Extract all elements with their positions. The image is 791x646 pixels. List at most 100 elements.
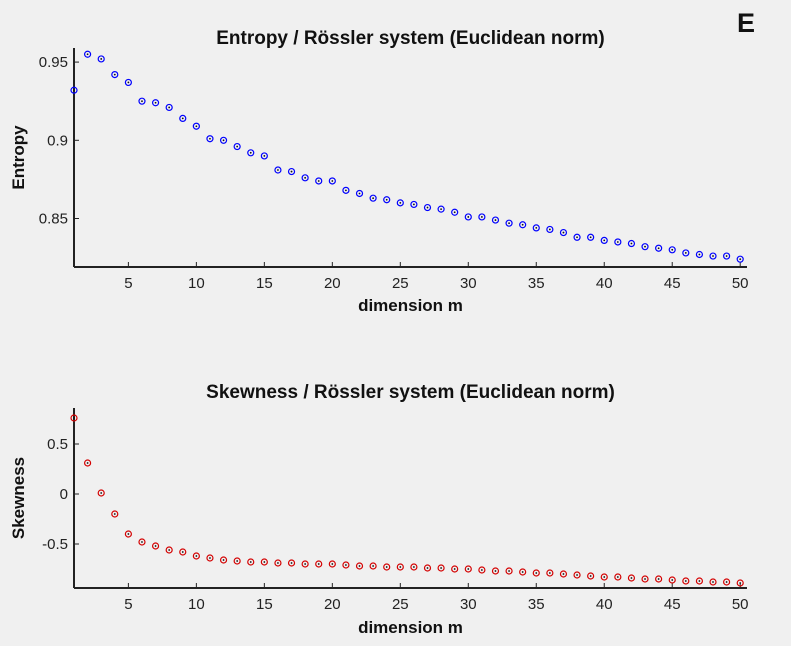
skewness-data-point-center <box>576 574 578 576</box>
skewness-data-point-center <box>222 559 225 561</box>
entropy-data-point-center <box>345 189 347 192</box>
entropy-data-point <box>138 97 146 105</box>
entropy-data-point <box>505 219 513 227</box>
entropy-data-point-center <box>277 169 279 171</box>
skewness-data-point <box>396 563 404 571</box>
entropy-data-point-center <box>290 170 293 173</box>
entropy-data-point-center <box>521 223 524 226</box>
entropy-data-point-center <box>725 255 728 257</box>
entropy-data-point-center <box>548 228 551 231</box>
entropy-data-point-center <box>412 203 415 206</box>
skewness-data-point <box>247 558 255 566</box>
entropy-y-tick-label: 0.85 <box>39 211 68 228</box>
entropy-data-point-center <box>589 236 592 239</box>
skewness-data-point-center <box>603 576 606 578</box>
skewness-data-point <box>192 552 200 560</box>
skewness-data-point-center <box>358 565 361 567</box>
entropy-data-point <box>723 252 731 260</box>
panel-label: E <box>737 8 756 38</box>
skewness-data-point-center <box>453 568 456 570</box>
entropy-data-point <box>97 55 105 63</box>
entropy-data-point <box>315 177 323 185</box>
skewness-data-point <box>532 569 540 577</box>
skewness-data-point <box>682 577 690 585</box>
entropy-data-point <box>219 136 228 144</box>
entropy-data-point-center <box>453 211 456 214</box>
entropy-data-point-center <box>480 216 483 218</box>
skewness-data-point-center <box>181 551 184 553</box>
entropy-data-point-center <box>249 151 252 154</box>
entropy-data-point <box>342 186 350 194</box>
skewness-data-point <box>410 563 418 571</box>
skewness-data-point <box>600 573 608 581</box>
skewness-data-point <box>559 570 568 578</box>
skewness-data-point <box>315 560 323 568</box>
entropy-x-axis-label: dimension m <box>358 296 463 315</box>
entropy-data-point-center <box>236 145 239 148</box>
skewness-data-point <box>260 558 268 566</box>
skewness-data-point-center <box>345 564 347 566</box>
skewness-data-point-center <box>548 572 551 574</box>
skewness-x-tick-label: 40 <box>596 596 613 613</box>
entropy-data-point <box>396 199 404 207</box>
entropy-data-point <box>451 208 459 216</box>
skewness-data-point-center <box>304 563 307 565</box>
skewness-x-tick-label: 35 <box>528 596 545 613</box>
skewness-data-point <box>546 569 554 577</box>
skewness-data-point-center <box>440 567 442 569</box>
skewness-x-tick-label: 30 <box>460 596 477 613</box>
entropy-data-point-center <box>698 253 701 256</box>
skewness-data-point <box>342 561 350 569</box>
entropy-data-point <box>287 167 296 176</box>
skewness-data-point-center <box>209 557 211 559</box>
entropy-data-point-center <box>671 248 674 251</box>
entropy-data-point <box>641 243 649 251</box>
skewness-data-point-center <box>399 566 402 568</box>
entropy-data-point-center <box>399 201 402 204</box>
entropy-data-point-center <box>168 106 171 109</box>
skewness-data-point-center <box>698 580 701 582</box>
skewness-data-point-center <box>616 576 619 578</box>
entropy-data-point-center <box>535 226 538 229</box>
entropy-data-point <box>546 225 554 234</box>
entropy-data-point-center <box>630 242 633 245</box>
skewness-data-point <box>573 571 581 579</box>
skewness-data-point-center <box>168 549 171 551</box>
entropy-data-point-center <box>222 139 225 142</box>
skewness-x-tick-label: 10 <box>188 596 205 613</box>
entropy-data-point-center <box>317 180 320 182</box>
skewness-data-point-center <box>195 555 198 557</box>
entropy-data-point-center <box>113 73 116 76</box>
entropy-data-point <box>437 205 445 213</box>
skewness-data-point-center <box>480 569 483 571</box>
entropy-data-point-center <box>100 58 103 60</box>
skewness-data-point-center <box>236 560 239 562</box>
skewness-data-point <box>614 573 622 581</box>
skewness-data-point <box>219 556 228 564</box>
entropy-data-point-center <box>209 137 211 140</box>
entropy-data-point <box>179 114 187 122</box>
skewness-data-point-center <box>521 571 524 573</box>
entropy-data-point <box>410 200 418 209</box>
entropy-data-point <box>709 252 717 260</box>
skewness-data-point <box>505 567 513 575</box>
skewness-data-point-center <box>725 581 728 583</box>
skewness-data-point <box>655 575 663 583</box>
skewness-title: Skewness / Rössler system (Euclidean nor… <box>206 382 615 403</box>
entropy-data-point <box>491 216 500 224</box>
skewness-data-point-center <box>331 563 334 565</box>
entropy-data-point <box>478 213 486 221</box>
entropy-data-point-center <box>304 176 307 179</box>
entropy-x-tick-label: 30 <box>460 275 477 292</box>
skewness-data-point-center <box>100 492 103 494</box>
skewness-data-point-center <box>113 513 116 515</box>
skewness-data-point <box>124 530 132 538</box>
entropy-data-point <box>247 149 255 157</box>
entropy-data-point <box>695 250 704 259</box>
skewness-data-point <box>451 565 459 573</box>
skewness-data-point <box>97 489 105 497</box>
entropy-data-point-center <box>616 241 619 243</box>
skewness-data-point <box>736 579 744 587</box>
entropy-data-point-center <box>684 252 687 254</box>
